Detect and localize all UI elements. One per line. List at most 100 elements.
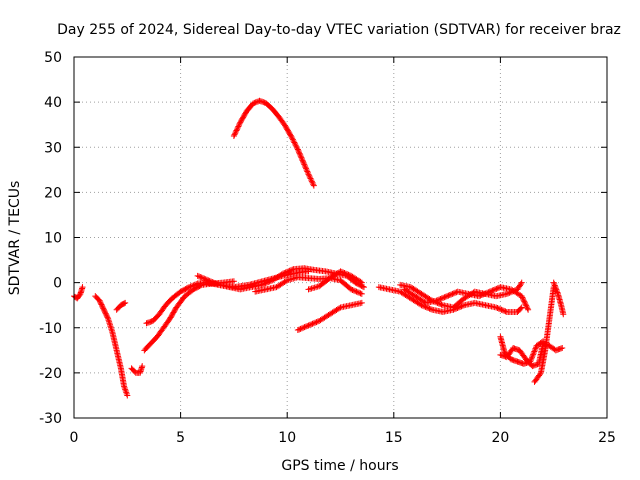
data-point [282, 269, 289, 276]
data-point [482, 290, 489, 297]
data-point [303, 165, 310, 172]
data-point [346, 272, 353, 279]
data-point [279, 270, 286, 277]
data-point [282, 122, 289, 129]
data-point [553, 288, 560, 295]
data-point [79, 284, 86, 291]
series-arc-late-7 [540, 340, 566, 354]
data-point [240, 113, 247, 120]
data-point [440, 294, 447, 301]
grid [74, 57, 607, 418]
data-point [313, 319, 320, 326]
data-point [100, 305, 107, 312]
series-arc-late-6 [531, 284, 557, 385]
data-point [308, 176, 315, 183]
data-point [436, 296, 443, 303]
data-point [291, 139, 298, 146]
data-point [139, 363, 146, 370]
data-point [213, 280, 220, 287]
data-point [99, 304, 106, 311]
data-point [297, 151, 304, 158]
data-point [234, 126, 241, 133]
data-point [190, 282, 197, 289]
data-point [289, 266, 296, 273]
y-tick-label: -10 [39, 321, 62, 337]
data-point [169, 310, 176, 317]
data-point [438, 295, 445, 302]
data-point [358, 279, 365, 286]
data-point [96, 297, 103, 304]
data-point [292, 140, 299, 147]
data-point [210, 279, 217, 286]
y-tick-label: 20 [44, 185, 62, 201]
data-point [310, 181, 317, 188]
data-point [449, 290, 456, 297]
data-point [306, 321, 313, 328]
data-point [262, 280, 269, 287]
data-point [336, 305, 343, 312]
data-point [425, 305, 432, 312]
data-point [301, 162, 308, 169]
data-point [171, 306, 178, 313]
data-point [166, 315, 173, 322]
data-point [525, 306, 532, 313]
data-point [304, 323, 311, 330]
data-point [297, 153, 304, 160]
data-point [199, 275, 206, 282]
data-point [518, 304, 525, 311]
data-point [517, 280, 524, 287]
data-point [232, 130, 239, 137]
data-point [299, 157, 306, 164]
data-point [522, 301, 529, 308]
data-point [354, 289, 361, 296]
data-point [124, 392, 131, 399]
data-point [282, 278, 289, 285]
data-point [289, 136, 296, 143]
data-point [308, 321, 315, 328]
x-tick-label: 5 [176, 430, 185, 446]
data-point [237, 119, 244, 126]
data-point [97, 298, 104, 305]
data-point [305, 322, 312, 329]
data-point [103, 311, 110, 318]
data-point [358, 299, 365, 306]
data-point [286, 130, 293, 137]
data-point [201, 275, 208, 282]
y-tick-label: 10 [44, 231, 62, 247]
data-point [206, 277, 213, 284]
data-point [170, 309, 177, 316]
data-point [123, 390, 130, 397]
data-point [298, 154, 305, 161]
data-point [283, 268, 290, 275]
data-point [300, 324, 307, 331]
data-point [285, 128, 292, 135]
data-point [493, 285, 500, 292]
y-tick-label: 30 [44, 140, 62, 156]
data-point [241, 111, 248, 118]
data-point [235, 123, 242, 130]
data-point [282, 123, 289, 130]
y-tick-label: 50 [44, 50, 62, 66]
data-point [459, 302, 466, 309]
data-point [203, 276, 210, 283]
series-arc-early-3 [113, 299, 129, 313]
data-point [281, 270, 288, 277]
x-tick-label: 10 [278, 430, 296, 446]
y-tick-label: -20 [39, 366, 62, 382]
data-point [233, 127, 240, 134]
data-point [305, 171, 312, 178]
data-point [528, 355, 535, 362]
data-point [289, 135, 296, 142]
data-point [477, 292, 484, 299]
data-point [121, 384, 128, 391]
data-point [426, 305, 433, 312]
data-point [194, 272, 201, 279]
data-point [554, 289, 561, 296]
data-point [559, 345, 566, 352]
data-point [301, 324, 308, 331]
data-point [484, 289, 491, 296]
x-tick-label: 20 [491, 430, 509, 446]
data-point [427, 306, 434, 313]
data-point [202, 276, 209, 283]
